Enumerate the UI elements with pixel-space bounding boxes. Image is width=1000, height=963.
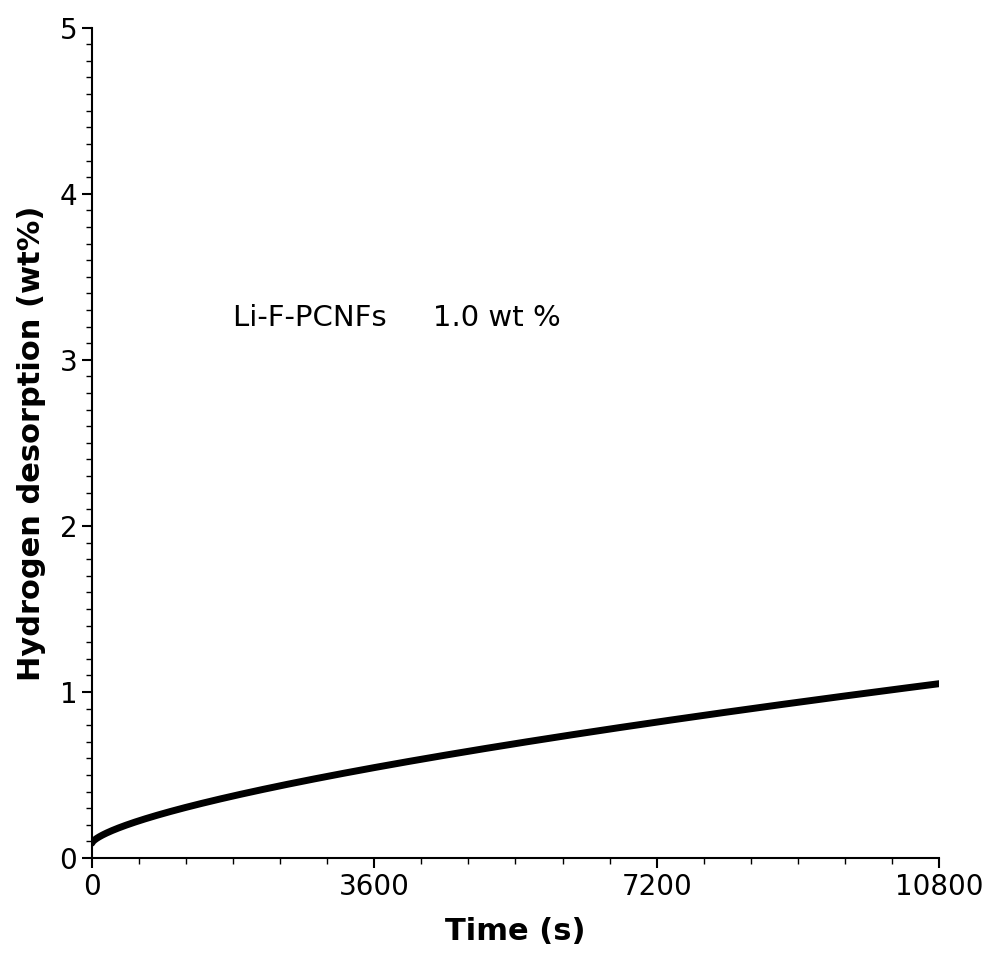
X-axis label: Time (s): Time (s) bbox=[445, 918, 586, 947]
Y-axis label: Hydrogen desorption (wt%): Hydrogen desorption (wt%) bbox=[17, 205, 46, 681]
Text: Li-F-PCNFs     1.0 wt %: Li-F-PCNFs 1.0 wt % bbox=[233, 304, 561, 332]
